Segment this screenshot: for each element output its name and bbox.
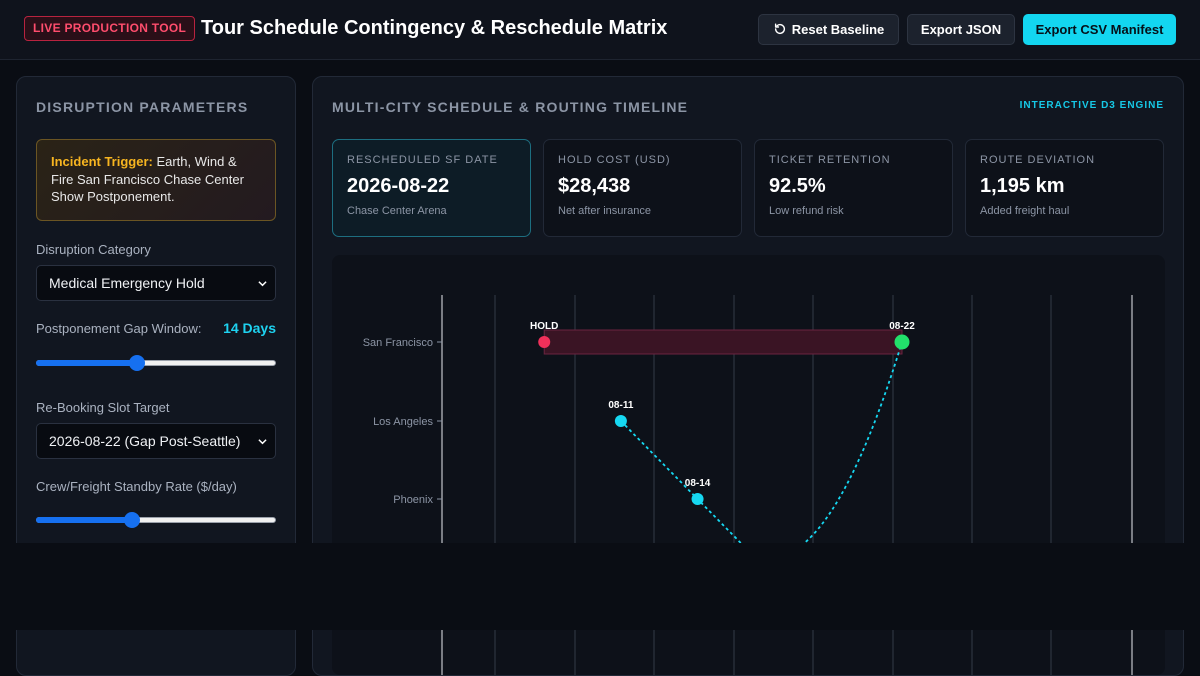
kpi-card-route-deviation: ROUTE DEVIATION 1,195 km Added freight h…	[965, 139, 1164, 237]
kpi-sub: Added freight haul	[980, 205, 1070, 217]
live-badge: LIVE PRODUCTION TOOL	[24, 16, 196, 41]
slot-label: Re-Booking Slot Target	[36, 400, 170, 415]
slot-select[interactable]: 2026-08-22 (Gap Post-Seattle)	[36, 423, 276, 459]
timeline-heading: MULTI-CITY SCHEDULE & ROUTING TIMELINE	[332, 99, 689, 115]
panel-heading: DISRUPTION PARAMETERS	[36, 99, 249, 115]
route-path	[620, 341, 903, 560]
hold-band	[543, 329, 903, 355]
top-bar: LIVE PRODUCTION TOOL Tour Schedule Conti…	[0, 0, 1200, 60]
engine-tag: INTERACTIVE D3 ENGINE	[1019, 100, 1164, 111]
kpi-value: 1,195 km	[980, 175, 1065, 197]
gap-label: Postponement Gap Window:	[36, 321, 202, 336]
kpi-label: HOLD COST (USD)	[558, 154, 671, 166]
hold-label: HOLD	[530, 321, 558, 332]
reset-baseline-label: Reset Baseline	[791, 22, 885, 37]
kpi-value: $28,438	[558, 175, 631, 197]
export-json-button[interactable]: Export JSON	[907, 14, 1015, 45]
reset-baseline-button[interactable]: Reset Baseline	[758, 14, 899, 45]
hold-point	[538, 336, 551, 348]
kpi-value: 2026-08-22	[347, 175, 450, 197]
rate-label: Crew/Freight Standby Rate ($/day)	[36, 479, 237, 494]
city-label: Phoenix	[393, 494, 433, 506]
kpi-card-hold-cost: HOLD COST (USD) $28,438 Net after insura…	[543, 139, 742, 237]
app-title: Tour Schedule Contingency & Reschedule M…	[201, 17, 668, 39]
gap-slider[interactable]	[36, 355, 276, 371]
point-08-22	[894, 334, 910, 350]
viewport-bottom	[0, 543, 1200, 630]
rate-slider[interactable]	[36, 512, 276, 528]
category-label: Disruption Category	[36, 242, 151, 257]
kpi-card-ticket-retention: TICKET RETENTION 92.5% Low refund risk	[754, 139, 953, 237]
slot-value: 2026-08-22 (Gap Post-Seattle)	[49, 433, 241, 449]
city-label: Los Angeles	[373, 416, 433, 428]
category-value: Medical Emergency Hold	[49, 275, 205, 291]
incident-text: Earth, Wind & Fire San Francisco Chase C…	[51, 154, 244, 204]
incident-alert: Incident Trigger: Earth, Wind & Fire San…	[36, 139, 276, 221]
kpi-value: 92.5%	[769, 175, 826, 197]
reset-icon	[774, 23, 785, 35]
point-label: 08-14	[685, 478, 711, 489]
point-label: 08-11	[608, 400, 633, 411]
point-08-14	[691, 493, 704, 505]
kpi-sub: Low refund risk	[769, 205, 844, 217]
slider-thumb[interactable]	[124, 512, 140, 528]
incident-label: Incident Trigger:	[51, 154, 153, 169]
kpi-sub: Net after insurance	[558, 205, 651, 217]
slider-fill	[36, 360, 137, 366]
city-label: San Francisco	[363, 337, 433, 349]
slider-thumb[interactable]	[128, 355, 145, 371]
kpi-label: ROUTE DEVIATION	[980, 154, 1096, 166]
slider-fill	[36, 517, 132, 523]
kpi-label: TICKET RETENTION	[769, 154, 891, 166]
kpi-card-rescheduled-date: RESCHEDULED SF DATE 2026-08-22 Chase Cen…	[332, 139, 531, 237]
kpi-sub: Chase Center Arena	[347, 205, 447, 217]
chevron-down-icon	[258, 281, 267, 287]
export-csv-button[interactable]: Export CSV Manifest	[1023, 14, 1176, 45]
point-08-11	[614, 415, 627, 427]
gap-value: 14 Days	[223, 320, 276, 336]
category-select[interactable]: Medical Emergency Hold	[36, 265, 276, 301]
kpi-label: RESCHEDULED SF DATE	[347, 154, 498, 166]
chevron-down-icon	[258, 439, 267, 445]
point-label: 08-22	[889, 321, 915, 332]
